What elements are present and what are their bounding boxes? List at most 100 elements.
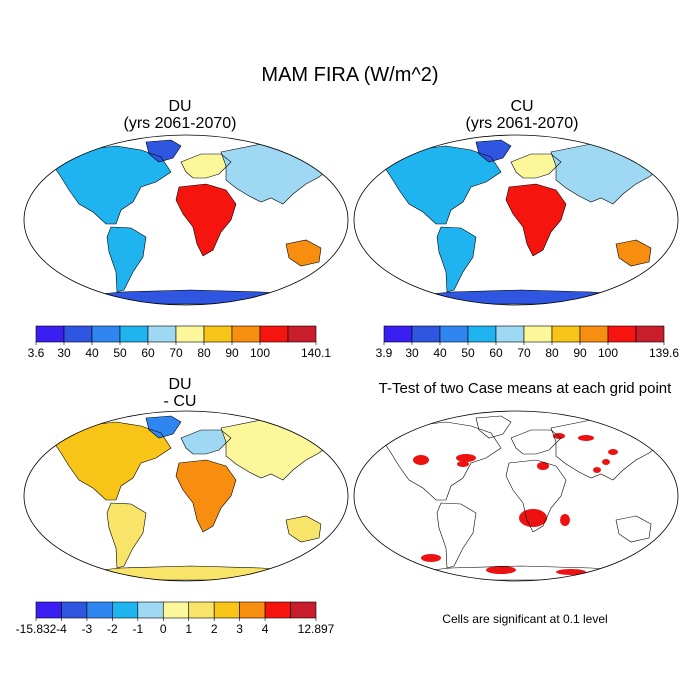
diff-colorbar-box xyxy=(61,601,88,619)
diff-land-greenland xyxy=(146,416,181,438)
du-colorbar-box xyxy=(35,325,65,343)
cu-land-northAmerica xyxy=(381,146,501,224)
cu-land-australia xyxy=(616,240,651,266)
cu-title-main: CU xyxy=(510,98,534,115)
significant-cell xyxy=(553,433,565,439)
du-colorbar-box xyxy=(203,325,233,343)
cu-colorbar-box xyxy=(383,325,413,343)
significant-cell xyxy=(602,459,610,465)
diff-title-sub: - CU xyxy=(163,393,197,410)
diff-colorbar-box xyxy=(86,601,113,619)
du-colorbar-label: 80 xyxy=(197,346,211,360)
du-colorbar-label: 140.1 xyxy=(301,346,331,360)
cu-land-southAmerica xyxy=(437,227,476,292)
diff-colorbar-label: -4 xyxy=(56,622,67,636)
significant-cell xyxy=(519,509,547,527)
diff-land-australia xyxy=(286,516,321,542)
cu-colorbar-label: 90 xyxy=(573,346,587,360)
cu-colorbar-label: 30 xyxy=(405,346,419,360)
diff-colorbar-box xyxy=(264,601,291,619)
ttest-map-border xyxy=(353,410,679,582)
diff-colorbar-box xyxy=(35,601,62,619)
cu-colorbar-box xyxy=(495,325,525,343)
cu-map xyxy=(353,134,679,306)
significant-cell xyxy=(560,514,570,526)
du-panel-title: DU (yrs 2061-2070) xyxy=(80,98,280,132)
diff-colorbar-box xyxy=(112,601,139,619)
diff-colorbar: -15.832 -4 -3 -2 -1 0 1 2 3 4 12.897 xyxy=(16,601,335,636)
significant-cell xyxy=(593,467,601,473)
diff-colorbar-label: 3 xyxy=(236,622,243,636)
du-colorbar-label: 30 xyxy=(57,346,71,360)
du-land-southAmerica xyxy=(107,227,146,292)
du-colorbar-box xyxy=(119,325,149,343)
diff-colorbar-label: -1 xyxy=(132,622,143,636)
du-map xyxy=(23,134,349,306)
du-land-northAmerica xyxy=(51,146,171,224)
significant-cell xyxy=(413,455,429,465)
du-colorbar-label: 70 xyxy=(169,346,183,360)
significant-cell xyxy=(537,462,549,470)
diff-colorbar-box xyxy=(188,601,215,619)
cu-land-africa xyxy=(506,184,566,256)
cu-colorbar-label: 40 xyxy=(433,346,447,360)
diff-colorbar-label: -2 xyxy=(107,622,118,636)
diff-land-southAmerica xyxy=(107,503,146,568)
du-colorbar-box xyxy=(259,325,289,343)
diff-colorbar-label: -3 xyxy=(82,622,93,636)
du-land-europe xyxy=(181,154,231,178)
significant-cell xyxy=(578,435,594,441)
cu-colorbar-label: 3.9 xyxy=(376,346,393,360)
significant-cell xyxy=(456,454,476,462)
diff-colorbar-label: 2 xyxy=(211,622,218,636)
significant-cell xyxy=(486,566,516,574)
diff-land-africa xyxy=(176,460,236,532)
figure-title: MAM FIRA (W/m^2) xyxy=(261,64,439,86)
cu-title-years: (yrs 2061-2070) xyxy=(465,115,579,132)
du-colorbar-box xyxy=(175,325,205,343)
diff-colorbar-label: 1 xyxy=(185,622,192,636)
diff-title-main: DU xyxy=(168,376,192,393)
du-colorbar-box xyxy=(231,325,261,343)
du-land-africa xyxy=(176,184,236,256)
du-colorbar-box xyxy=(63,325,93,343)
cu-colorbar-box xyxy=(467,325,497,343)
du-colorbar: 3.6 30 40 50 60 70 80 90 100 140.1 xyxy=(28,325,331,360)
du-colorbar-label: 40 xyxy=(85,346,99,360)
cu-panel-title: CU (yrs 2061-2070) xyxy=(422,98,622,132)
significant-cell xyxy=(457,461,469,467)
du-title-main: DU xyxy=(168,98,192,115)
diff-colorbar-label: 12.897 xyxy=(298,622,335,636)
cu-colorbar-label: 80 xyxy=(545,346,559,360)
cu-colorbar-box xyxy=(439,325,469,343)
du-colorbar-box xyxy=(147,325,177,343)
cu-colorbar-box xyxy=(607,325,637,343)
du-colorbar-box xyxy=(287,325,317,343)
du-title-years: (yrs 2061-2070) xyxy=(123,115,237,132)
cu-colorbar-box xyxy=(551,325,581,343)
du-colorbar-box xyxy=(91,325,121,343)
significant-cell xyxy=(421,554,441,562)
diff-land-northAmerica xyxy=(51,422,171,500)
cu-land-greenland xyxy=(476,140,511,162)
du-colorbar-label: 100 xyxy=(250,346,270,360)
du-land-greenland xyxy=(146,140,181,162)
cu-colorbar-box xyxy=(579,325,609,343)
cu-colorbar-label: 139.6 xyxy=(649,346,679,360)
diff-colorbar-box xyxy=(239,601,266,619)
diff-colorbar-label: 0 xyxy=(160,622,167,636)
cu-colorbar-label: 50 xyxy=(461,346,475,360)
diff-colorbar-box xyxy=(137,601,164,619)
cu-colorbar-box xyxy=(635,325,665,343)
du-land-australia xyxy=(286,240,321,266)
diff-colorbar-label: -15.832 xyxy=(16,622,57,636)
cu-colorbar-box xyxy=(411,325,441,343)
du-map-border xyxy=(23,134,349,306)
du-colorbar-label: 50 xyxy=(113,346,127,360)
significant-cell xyxy=(613,567,629,573)
diff-map-border xyxy=(23,410,349,582)
du-colorbar-label: 3.6 xyxy=(28,346,45,360)
diff-map xyxy=(23,410,349,582)
diff-colorbar-label: 4 xyxy=(262,622,269,636)
significant-cell xyxy=(556,569,586,575)
